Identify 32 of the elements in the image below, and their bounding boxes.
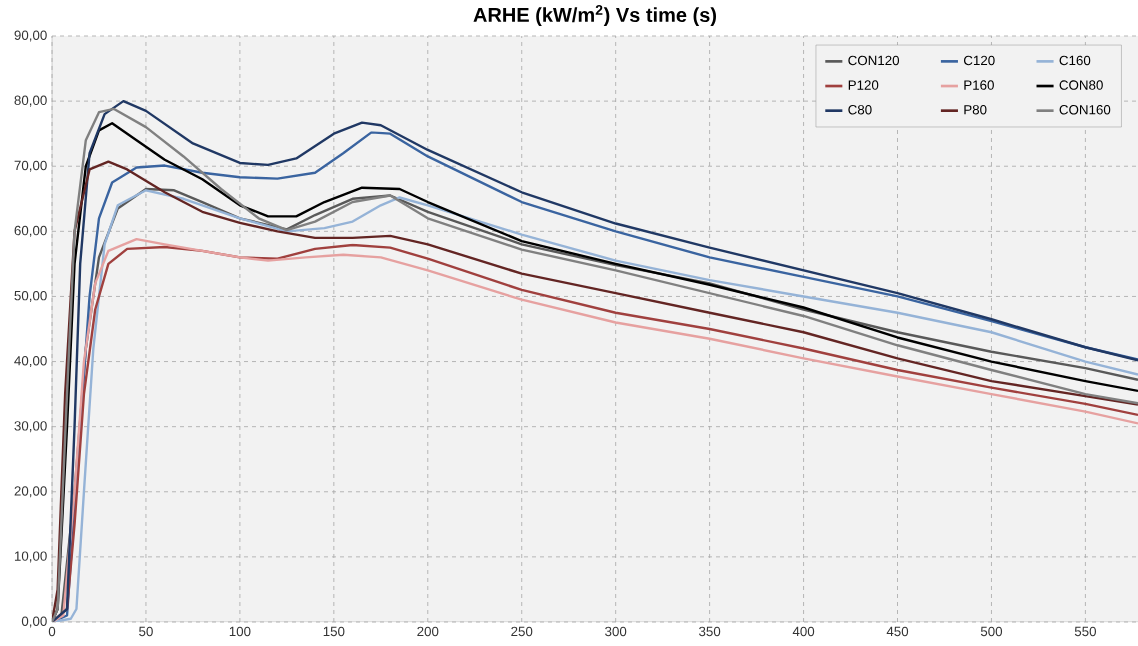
legend-label: CON120 <box>848 55 900 66</box>
y-tick-label: 10,00 <box>14 551 47 563</box>
y-tick-label: 50,00 <box>14 290 47 302</box>
x-tick-label: 450 <box>886 626 909 637</box>
x-tick-label: 250 <box>511 626 533 637</box>
y-tick-label: 80,00 <box>14 95 47 107</box>
y-tick-label: 70,00 <box>14 160 47 172</box>
x-tick-label: 50 <box>139 626 153 637</box>
y-tick-label: 90,00 <box>14 30 47 42</box>
x-tick-label: 300 <box>605 626 627 637</box>
legend-label: C160 <box>1059 55 1091 66</box>
x-tick-label: 200 <box>417 626 439 637</box>
legend-label: CON80 <box>1059 80 1103 90</box>
x-tick-label: 100 <box>229 626 251 637</box>
y-tick-label: 60,00 <box>14 225 47 237</box>
y-tick-label: 40,00 <box>14 356 47 368</box>
legend-label: P160 <box>964 80 994 90</box>
legend-label: C80 <box>848 105 872 115</box>
legend-label: C120 <box>963 55 995 66</box>
x-tick-label: 550 <box>1074 626 1097 637</box>
legend-label: P120 <box>848 80 879 90</box>
y-tick-label: 0,00 <box>21 616 47 628</box>
x-tick-label: 350 <box>699 626 721 637</box>
x-tick-label: 0 <box>48 626 56 637</box>
legend-label: CON160 <box>1059 105 1111 115</box>
chart-title: ARHE (kW/m$^{2}$) Vs time (s) <box>473 5 717 26</box>
x-tick-label: 400 <box>792 626 815 637</box>
x-tick-label: 500 <box>980 626 1003 637</box>
y-tick-label: 30,00 <box>14 421 47 433</box>
legend-label: P80 <box>964 105 987 115</box>
y-tick-label: 20,00 <box>14 486 47 498</box>
x-tick-label: 150 <box>323 626 345 637</box>
